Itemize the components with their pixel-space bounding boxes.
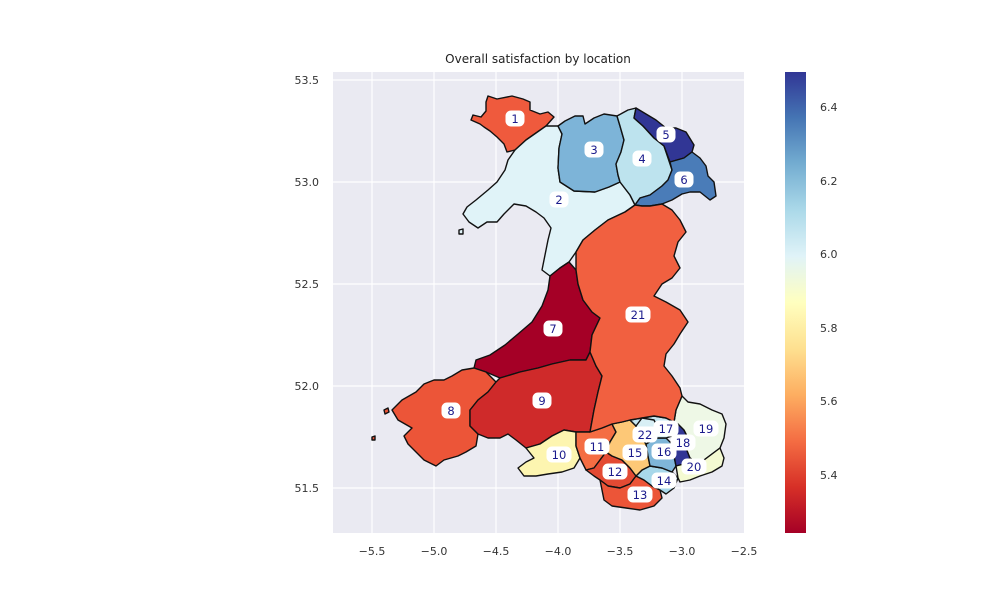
svg-text:14: 14 — [657, 474, 672, 488]
region-labels: 1 2 3 4 5 6 7 8 9 10 11 12 13 14 15 16 1… — [441, 110, 719, 503]
region-label: 20 — [681, 458, 707, 475]
svg-text:16: 16 — [657, 445, 672, 459]
colorbar-tick-label: 5.8 — [820, 322, 838, 335]
svg-text:13: 13 — [633, 488, 648, 502]
region-2-island — [458, 228, 464, 235]
region-label: 19 — [693, 420, 719, 437]
svg-text:22: 22 — [638, 428, 653, 442]
svg-text:15: 15 — [628, 446, 643, 460]
svg-text:2: 2 — [555, 193, 562, 207]
y-tick-label: 52.5 — [295, 278, 320, 291]
svg-text:10: 10 — [552, 448, 567, 462]
svg-text:17: 17 — [659, 422, 674, 436]
svg-text:5: 5 — [662, 128, 669, 142]
svg-text:11: 11 — [590, 440, 605, 454]
region-label: 8 — [441, 402, 461, 419]
colorbar-ticks: 5.4 5.6 5.8 6.0 6.2 6.4 — [820, 101, 838, 482]
y-tick-label: 53.5 — [295, 74, 320, 87]
colorbar-tick-label: 6.4 — [820, 101, 838, 114]
colorbar-tick-label: 6.2 — [820, 175, 838, 188]
region-8-island — [383, 407, 390, 415]
svg-text:20: 20 — [687, 460, 702, 474]
region-label: 12 — [602, 463, 628, 480]
colorbar-tick-label: 6.0 — [820, 248, 838, 261]
region-label: 3 — [584, 141, 604, 158]
x-tick-label: −5.5 — [359, 545, 386, 558]
region-label: 2 — [549, 191, 569, 208]
region-label: 7 — [543, 320, 563, 337]
region-label: 10 — [546, 446, 572, 463]
region-label: 5 — [656, 126, 676, 143]
x-tick-label: −4.5 — [483, 545, 510, 558]
svg-text:7: 7 — [549, 322, 556, 336]
region-label: 11 — [584, 438, 610, 455]
x-tick-label: −3.5 — [607, 545, 634, 558]
colorbar — [785, 72, 806, 533]
x-tick-label: −2.5 — [731, 545, 758, 558]
region-label: 22 — [632, 426, 658, 443]
region-label: 9 — [532, 392, 552, 409]
x-tick-label: −4.0 — [545, 545, 572, 558]
region-8-island — [371, 435, 376, 441]
region-label: 14 — [651, 472, 677, 489]
y-tick-label: 51.5 — [295, 482, 320, 495]
svg-text:9: 9 — [538, 394, 545, 408]
svg-text:8: 8 — [447, 404, 454, 418]
svg-text:19: 19 — [699, 422, 714, 436]
colorbar-tick-label: 5.6 — [820, 395, 838, 408]
region-label: 21 — [625, 306, 651, 323]
x-tick-label: −5.0 — [421, 545, 448, 558]
x-axis-ticks: −5.5 −5.0 −4.5 −4.0 −3.5 −3.0 −2.5 — [359, 545, 758, 558]
region-label: 18 — [670, 434, 696, 451]
svg-text:18: 18 — [676, 436, 691, 450]
region-label: 13 — [627, 486, 653, 503]
region-label: 16 — [651, 443, 677, 460]
svg-text:12: 12 — [608, 465, 623, 479]
svg-text:21: 21 — [631, 308, 646, 322]
y-tick-label: 52.0 — [295, 380, 320, 393]
region-label: 6 — [674, 171, 694, 188]
region-label: 1 — [505, 110, 525, 127]
svg-text:4: 4 — [638, 152, 645, 166]
svg-text:6: 6 — [680, 173, 687, 187]
svg-text:3: 3 — [590, 143, 597, 157]
region-label: 4 — [632, 150, 652, 167]
x-tick-label: −3.0 — [669, 545, 696, 558]
colorbar-tick-label: 5.4 — [820, 469, 838, 482]
svg-text:1: 1 — [511, 112, 518, 126]
map-title: Overall satisfaction by location — [445, 52, 631, 66]
region-label: 17 — [653, 420, 679, 437]
y-tick-label: 53.0 — [295, 176, 320, 189]
y-axis-ticks: 51.5 52.0 52.5 53.0 53.5 — [295, 74, 320, 495]
region-label: 15 — [622, 444, 648, 461]
